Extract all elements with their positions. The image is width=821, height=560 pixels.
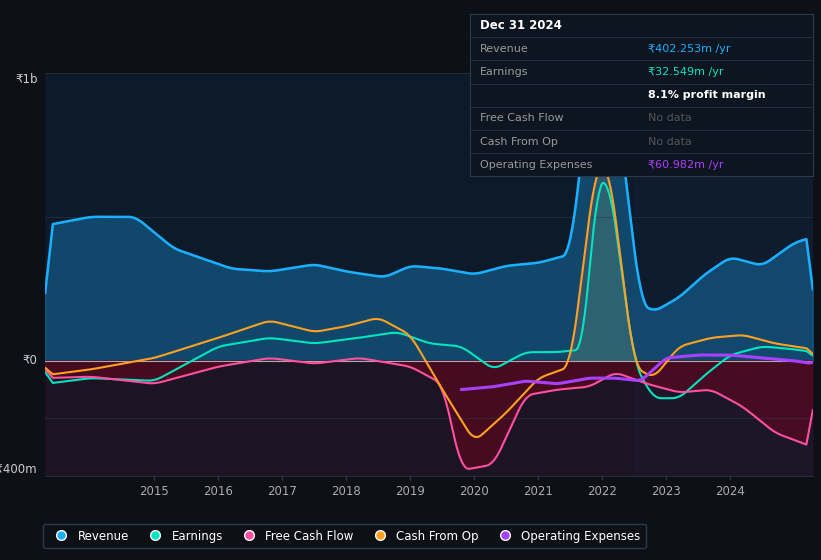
Text: No data: No data (648, 137, 692, 147)
Text: ₹1b: ₹1b (15, 73, 38, 86)
Text: ₹0: ₹0 (23, 354, 38, 367)
Text: ₹402.253m /yr: ₹402.253m /yr (648, 44, 731, 54)
Text: No data: No data (648, 113, 692, 123)
Text: -₹400m: -₹400m (0, 463, 38, 476)
Legend: Revenue, Earnings, Free Cash Flow, Cash From Op, Operating Expenses: Revenue, Earnings, Free Cash Flow, Cash … (44, 524, 646, 548)
Text: Cash From Op: Cash From Op (480, 137, 557, 147)
Text: Earnings: Earnings (480, 67, 529, 77)
Text: Dec 31 2024: Dec 31 2024 (480, 19, 562, 32)
Text: Free Cash Flow: Free Cash Flow (480, 113, 563, 123)
Text: Revenue: Revenue (480, 44, 529, 54)
Text: Operating Expenses: Operating Expenses (480, 160, 592, 170)
Bar (634, 73, 821, 476)
Text: 8.1% profit margin: 8.1% profit margin (648, 90, 766, 100)
Text: ₹60.982m /yr: ₹60.982m /yr (648, 160, 723, 170)
Text: ₹32.549m /yr: ₹32.549m /yr (648, 67, 723, 77)
